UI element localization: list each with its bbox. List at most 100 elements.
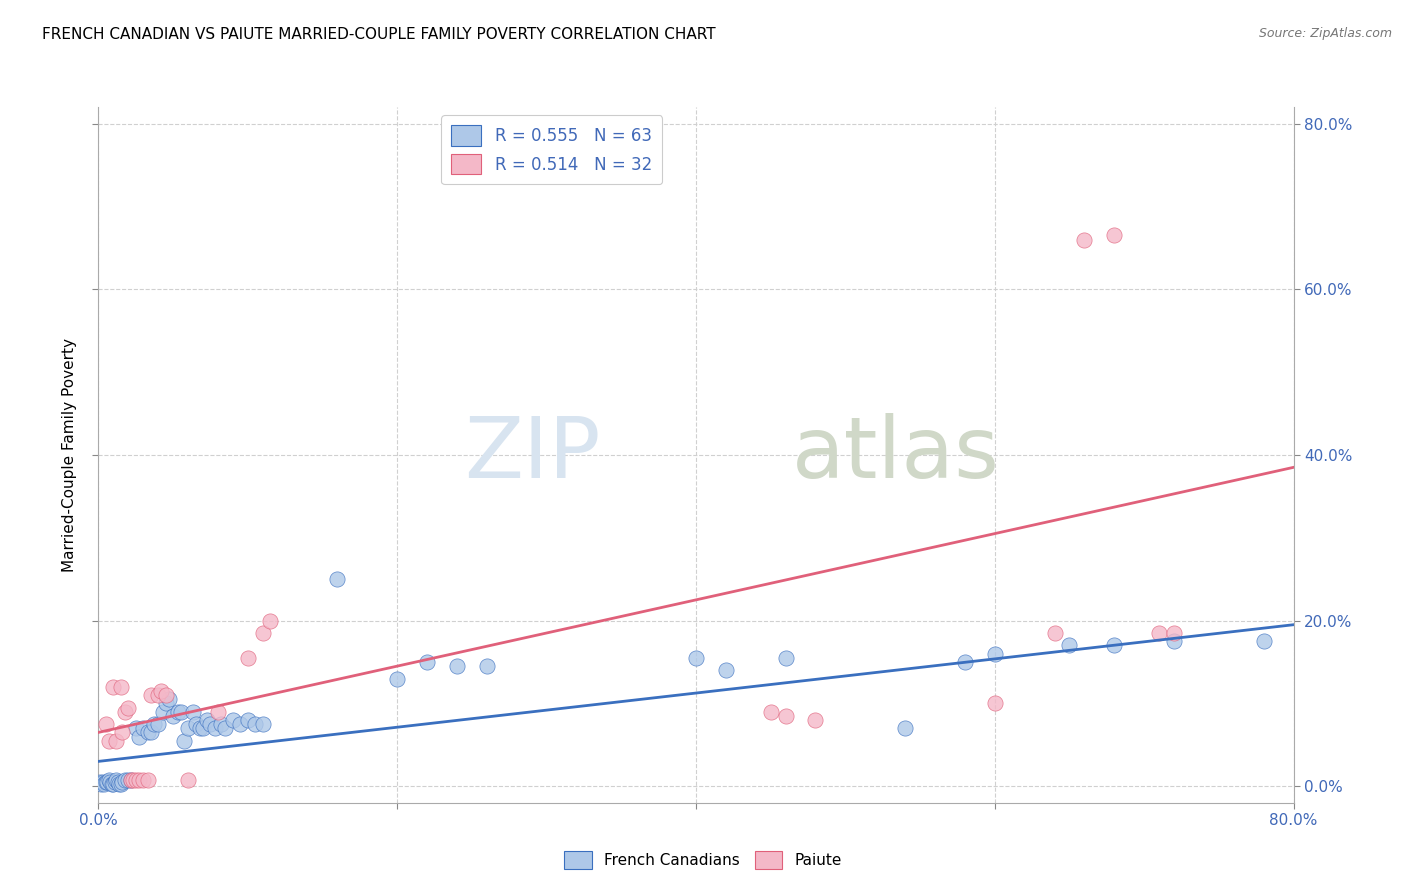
Point bbox=[94, 775, 117, 789]
Text: FRENCH CANADIAN VS PAIUTE MARRIED-COUPLE FAMILY POVERTY CORRELATION CHART: FRENCH CANADIAN VS PAIUTE MARRIED-COUPLE… bbox=[42, 27, 716, 42]
Point bbox=[94, 717, 117, 731]
Point bbox=[245, 717, 267, 731]
Legend: French Canadians, Paiute: French Canadians, Paiute bbox=[558, 845, 848, 875]
Point bbox=[136, 725, 159, 739]
Point bbox=[104, 775, 127, 789]
Point bbox=[117, 700, 139, 714]
Legend: R = 0.555   N = 63, R = 0.514   N = 32: R = 0.555 N = 63, R = 0.514 N = 32 bbox=[441, 115, 662, 185]
Point bbox=[155, 688, 177, 702]
Text: ZIP: ZIP bbox=[464, 413, 600, 497]
Point bbox=[173, 733, 195, 747]
Point bbox=[204, 721, 226, 735]
Point bbox=[125, 721, 148, 735]
Point bbox=[148, 717, 170, 731]
Point bbox=[89, 775, 111, 789]
Point bbox=[209, 717, 232, 731]
Point bbox=[1163, 634, 1185, 648]
Point bbox=[1253, 634, 1275, 648]
Point bbox=[759, 705, 782, 719]
Point bbox=[97, 733, 120, 747]
Point bbox=[111, 725, 134, 739]
Point bbox=[105, 773, 128, 788]
Point bbox=[97, 773, 120, 788]
Point bbox=[107, 775, 129, 789]
Point bbox=[128, 772, 150, 787]
Point bbox=[152, 705, 174, 719]
Point bbox=[120, 773, 142, 788]
Point bbox=[91, 775, 114, 789]
Point bbox=[685, 651, 707, 665]
Text: atlas: atlas bbox=[792, 413, 1000, 497]
Point bbox=[252, 626, 274, 640]
Point bbox=[1147, 626, 1170, 640]
Point bbox=[1073, 233, 1095, 247]
Point bbox=[114, 705, 136, 719]
Point bbox=[136, 772, 159, 787]
Point bbox=[103, 777, 125, 791]
Point bbox=[259, 614, 281, 628]
Point bbox=[101, 777, 124, 791]
Point bbox=[385, 672, 409, 686]
Point bbox=[169, 705, 191, 719]
Point bbox=[148, 688, 170, 702]
Point bbox=[114, 773, 136, 788]
Point bbox=[125, 772, 148, 787]
Point bbox=[191, 721, 214, 735]
Point bbox=[181, 705, 204, 719]
Y-axis label: Married-Couple Family Poverty: Married-Couple Family Poverty bbox=[62, 338, 77, 572]
Point bbox=[150, 684, 173, 698]
Point bbox=[775, 708, 797, 723]
Point bbox=[166, 705, 188, 719]
Point bbox=[894, 721, 917, 735]
Point bbox=[90, 777, 112, 791]
Point bbox=[120, 772, 142, 787]
Point bbox=[200, 717, 222, 731]
Point bbox=[121, 772, 143, 787]
Point bbox=[100, 775, 122, 789]
Point bbox=[142, 717, 165, 731]
Point bbox=[229, 717, 252, 731]
Point bbox=[103, 680, 125, 694]
Point bbox=[96, 775, 118, 789]
Point bbox=[984, 697, 1007, 711]
Point bbox=[1104, 639, 1126, 653]
Point bbox=[222, 713, 245, 727]
Point bbox=[252, 717, 274, 731]
Point bbox=[110, 777, 132, 791]
Point bbox=[416, 655, 439, 669]
Point bbox=[177, 721, 200, 735]
Point bbox=[1163, 626, 1185, 640]
Point bbox=[207, 705, 229, 719]
Point bbox=[110, 680, 132, 694]
Point bbox=[984, 647, 1007, 661]
Point bbox=[128, 730, 150, 744]
Point bbox=[446, 659, 468, 673]
Point bbox=[117, 773, 139, 788]
Point bbox=[1104, 228, 1126, 243]
Point bbox=[197, 713, 219, 727]
Point bbox=[132, 721, 155, 735]
Point bbox=[139, 688, 162, 702]
Point bbox=[804, 713, 827, 727]
Point bbox=[93, 777, 115, 791]
Point bbox=[475, 659, 498, 673]
Point bbox=[214, 721, 236, 735]
Point bbox=[714, 663, 737, 677]
Point bbox=[326, 572, 349, 586]
Point bbox=[775, 651, 797, 665]
Point bbox=[188, 721, 211, 735]
Point bbox=[155, 697, 177, 711]
Point bbox=[132, 772, 155, 787]
Point bbox=[157, 692, 180, 706]
Point bbox=[162, 708, 184, 723]
Point bbox=[177, 772, 200, 787]
Point bbox=[1059, 639, 1081, 653]
Text: Source: ZipAtlas.com: Source: ZipAtlas.com bbox=[1258, 27, 1392, 40]
Point bbox=[184, 717, 207, 731]
Point bbox=[108, 777, 131, 791]
Point bbox=[236, 713, 259, 727]
Point bbox=[953, 655, 976, 669]
Point bbox=[105, 733, 128, 747]
Point bbox=[1043, 626, 1066, 640]
Point bbox=[236, 651, 259, 665]
